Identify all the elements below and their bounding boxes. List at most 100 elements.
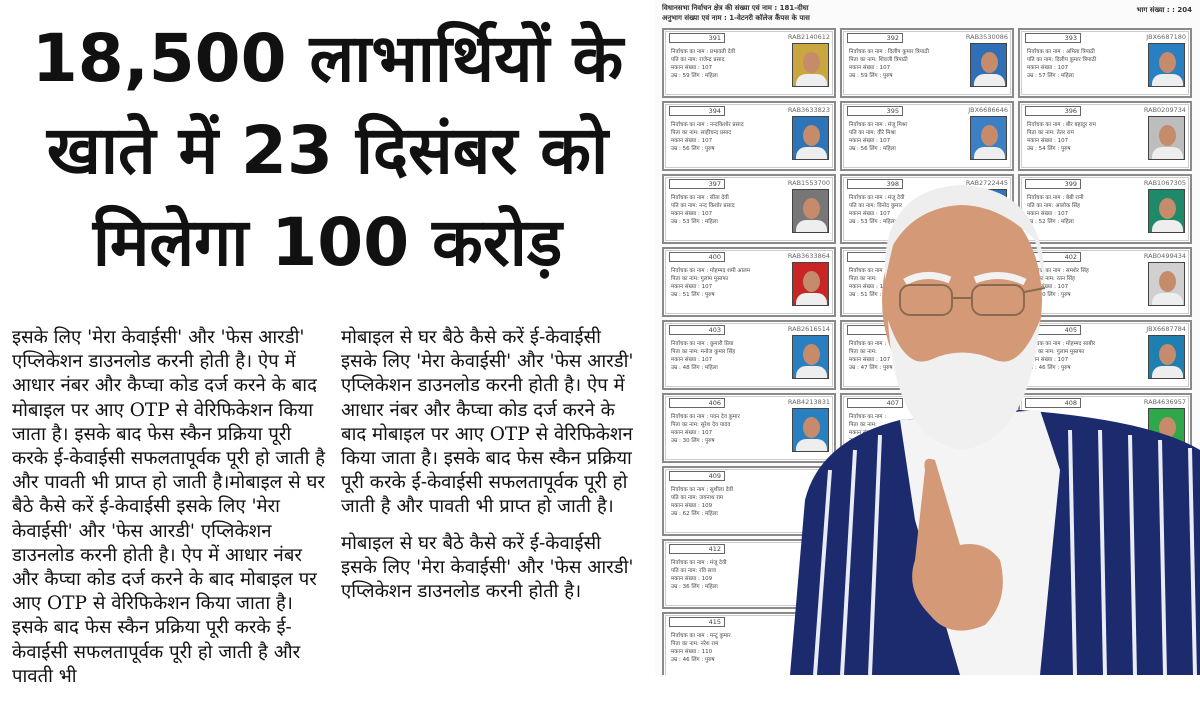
serial-number: 397 xyxy=(669,179,725,189)
epic-id: RAB0209734 xyxy=(1143,106,1186,114)
face xyxy=(1159,417,1176,438)
serial-number: 404 xyxy=(847,325,903,335)
age-gender: उम्र : 59 लिंग : महिला xyxy=(671,73,718,79)
shoulders xyxy=(1152,293,1183,305)
relation-name: पिता का नाम: शिवजी त्रिपाठी xyxy=(849,57,908,63)
relation-name: पति का नाम: विनोद कुमार xyxy=(849,203,903,209)
voter-photo xyxy=(792,335,829,379)
house-number: मकान संख्या : 109 xyxy=(671,576,713,582)
age-gender: उम्र : 56 लिंग : महिला xyxy=(849,146,896,152)
voter-card: 398 RAB2722445 निर्वाचक का नाम : मंजू देवी… xyxy=(840,174,1014,244)
shoulders xyxy=(796,366,827,378)
face xyxy=(803,52,820,73)
relation-name: पति का नाम: आलोक सिंह xyxy=(1027,203,1081,209)
voter-photo xyxy=(970,262,1007,306)
house-number: मकान संख्या : 107 xyxy=(1027,65,1069,71)
serial-number: 406 xyxy=(669,398,725,408)
section-label: अनुभाग संख्या एवं नाम : 1-वेटनरी कॉलेज क… xyxy=(662,14,810,22)
paragraph: इसके लिए 'मेरा केवाईसी' और 'फेस आरडी' एप… xyxy=(12,327,326,687)
voter-list-sheet: विधानसभा निर्वाचन क्षेत्र की संख्या एवं … xyxy=(655,0,1200,675)
voter-name: निर्वाचक का नाम : सुशीला देवी xyxy=(671,487,734,493)
voter-card: 391 RAB2140612 निर्वाचक का नाम : प्रभावती … xyxy=(662,28,836,98)
serial-number: 398 xyxy=(847,179,903,189)
epic-id: RAB2616514 xyxy=(787,325,830,333)
age-gender: उम्र : 59 लिंग : पुरुष xyxy=(849,73,893,79)
relation-name: पिता का नाम: xyxy=(849,422,877,428)
serial-number: 415 xyxy=(669,617,725,627)
house-number: मकान संख्या : 107 xyxy=(849,357,891,363)
age-gender: उम्र : 51 लिंग : पुरुष xyxy=(849,292,893,298)
relation-name: पति का नाम: राजेन्द्र प्रसाद xyxy=(671,57,725,63)
serial-number: 394 xyxy=(669,106,725,116)
face xyxy=(981,52,998,73)
voter-card: 402 RAB0499434 निर्वाचक का नाम : समशेर सिं… xyxy=(1018,247,1192,317)
house-number: मकान संख्या : 107 xyxy=(849,65,891,71)
voter-photo xyxy=(792,189,829,233)
shoulders xyxy=(974,147,1005,159)
house-number: मकान संख्या : 109 xyxy=(671,503,713,509)
relation-name: पति का नाम: दिलीप कुमार त्रिपाठी xyxy=(1027,57,1097,63)
shoulders xyxy=(974,366,1005,378)
voter-name: निर्वाचक का नाम : xyxy=(849,341,887,347)
relation-name: पिता का नाम: गुलाम मुस्तफा xyxy=(671,276,729,282)
shoulders xyxy=(1152,366,1183,378)
epic-id: RAB3530086 xyxy=(965,33,1008,41)
headline-line-3: मिलेगा 100 करोड़ xyxy=(92,204,563,281)
shoulders xyxy=(796,74,827,86)
voter-name: निर्वाचक का नाम : कुमारी प्रिया xyxy=(671,341,734,347)
voter-photo xyxy=(792,43,829,87)
shoulders xyxy=(796,147,827,159)
face xyxy=(803,344,820,365)
voter-card: 392 RAB3530086 निर्वाचक का नाम : दिलीप कुम… xyxy=(840,28,1014,98)
voter-name: निर्वाचक का नाम : सीता देवी xyxy=(671,195,729,201)
age-gender: उम्र : 52 लिंग : महिला xyxy=(1027,219,1074,225)
face xyxy=(981,417,998,438)
paragraph: मोबाइल से घर बैठे कैसे करें ई-केवाईसी इस… xyxy=(341,327,634,518)
article-column-2: मोबाइल से घर बैठे कैसे करें ई-केवाईसी इस… xyxy=(341,326,637,616)
face xyxy=(1159,198,1176,219)
house-number: मकान संख्या : 107 xyxy=(849,211,891,217)
face xyxy=(981,271,998,292)
shoulders xyxy=(974,220,1005,232)
epic-id: RAB4636957 xyxy=(1143,398,1186,406)
voter-card: 409 निर्वाचक का नाम : सुशीला देवी पति का न… xyxy=(662,466,836,536)
voter-card: 399 RAB1067305 निर्वाचक का नाम : बेबी रानी… xyxy=(1018,174,1192,244)
voter-card: 396 RAB0209734 निर्वाचक का नाम : बीर बहादु… xyxy=(1018,101,1192,171)
shoulders xyxy=(1152,74,1183,86)
serial-number: 391 xyxy=(669,33,725,43)
article-column-1: इसके लिए 'मेरा केवाईसी' और 'फेस आरडी' एप… xyxy=(12,326,332,701)
house-number: मकान संख्या : 107 xyxy=(1027,430,1069,436)
relation-name: पिता का नाम: नरेश राम xyxy=(671,641,719,647)
age-gender: उम्र : 46 लिंग : पुरुष xyxy=(1027,365,1071,371)
age-gender: उम्र : 54 लिंग : पुरुष xyxy=(1027,146,1071,152)
face xyxy=(1159,52,1176,73)
house-number: मकान संख्या : 107 xyxy=(671,138,713,144)
age-gender: उम्र : 36 लिंग : महिला xyxy=(671,584,718,590)
serial-number: 402 xyxy=(1025,252,1081,262)
relation-name: पिता का नाम: xyxy=(1027,422,1055,428)
epic-id: JBX6687784 xyxy=(1146,325,1186,333)
shoulders xyxy=(1152,147,1183,159)
voter-name: निर्वाचक का नाम : xyxy=(849,414,887,420)
epic-id: RAB3633864 xyxy=(787,252,830,260)
age-gender: उम्र : 46 लिंग : पुरुष xyxy=(671,657,715,663)
face xyxy=(981,198,998,219)
voter-card: 401 निर्वाचक का नाम : पिता का नाम: मकान संख… xyxy=(840,247,1014,317)
headline-line-2: खाते में 23 दिसंबर को xyxy=(46,112,609,189)
serial-number: 403 xyxy=(669,325,725,335)
relation-name: पिता का नाम: साहीचन्द प्रसाद xyxy=(671,130,732,136)
voter-name: निर्वाचक का नाम : मोहम्मद साबीर xyxy=(1027,341,1096,347)
face xyxy=(1159,271,1176,292)
voter-name: निर्वाचक का नाम : मंजू देवी xyxy=(849,195,905,201)
house-number: मकान संख्या : 107 xyxy=(1027,138,1069,144)
constituency-label: विधानसभा निर्वाचन क्षेत्र की संख्या एवं … xyxy=(662,4,809,12)
voter-photo xyxy=(970,335,1007,379)
voter-card: 405 JBX6687784 निर्वाचक का नाम : मोहम्मद स… xyxy=(1018,320,1192,390)
age-gender: उम्र : 57 लिंग : महिला xyxy=(1027,73,1074,79)
voter-card: 403 RAB2616514 निर्वाचक का नाम : कुमारी प्… xyxy=(662,320,836,390)
voter-photo xyxy=(792,408,829,452)
voter-name: निर्वाचक का नाम : xyxy=(1027,414,1065,420)
voter-name: निर्वाचक का नाम : मन्टू कुमार xyxy=(671,633,731,639)
relation-name: पति का नाम: नन्द किशोर प्रसाद xyxy=(671,203,735,209)
serial-number: 405 xyxy=(1025,325,1081,335)
